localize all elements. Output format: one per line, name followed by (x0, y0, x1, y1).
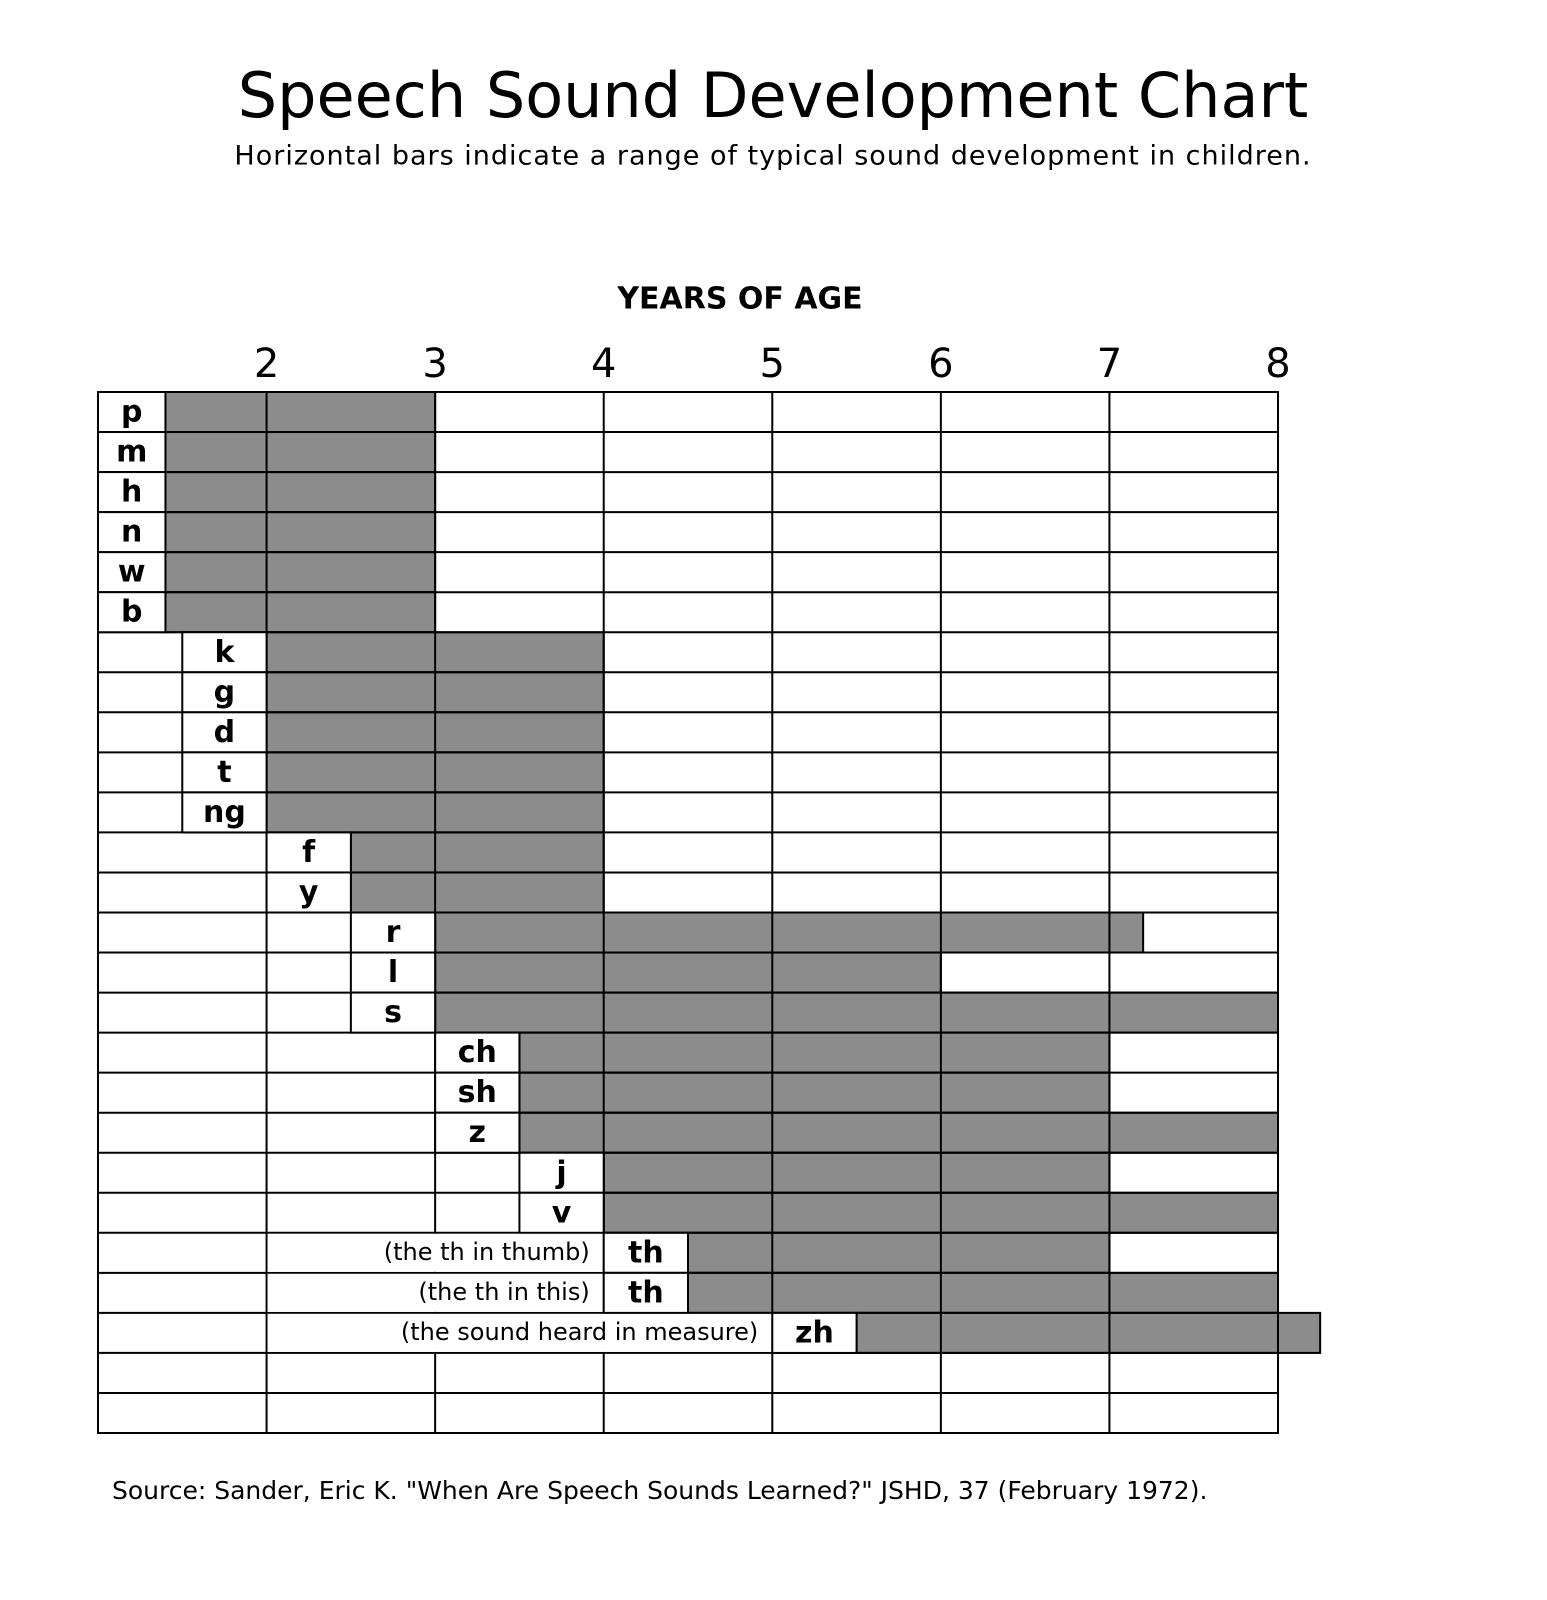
range-bar (349, 871, 605, 914)
y-tick-label: th (628, 1235, 664, 1270)
label-cell (97, 551, 167, 594)
y-tick-label: k (214, 635, 235, 670)
plot-border (97, 391, 1279, 1434)
y-tick-label: p (121, 395, 142, 430)
label-cell (181, 791, 268, 834)
range-bar (518, 1071, 1111, 1114)
y-tick-label: z (469, 1115, 486, 1150)
range-bar (602, 1151, 1111, 1194)
label-cell (181, 711, 268, 754)
x-axis-label: YEARS OF AGE (616, 282, 862, 317)
label-cell (97, 431, 167, 474)
y-tick-label: r (386, 915, 401, 950)
label-cell (181, 671, 268, 714)
y-tick-label: l (388, 955, 398, 990)
range-bar (164, 511, 437, 554)
label-cell (771, 1311, 858, 1354)
x-tick-label: 3 (422, 341, 447, 387)
annotation-cell (267, 1273, 603, 1312)
range-bar (164, 431, 437, 474)
y-tick-label: d (214, 715, 235, 750)
range-bar (164, 551, 437, 594)
x-tick-label: 6 (928, 341, 953, 387)
x-tick-label: 8 (1265, 341, 1290, 387)
range-bar (434, 911, 1145, 954)
range-bar (434, 991, 1279, 1034)
annotation: (the th in this) (418, 1278, 589, 1306)
y-tick-label: s (384, 995, 402, 1030)
y-tick-label: m (116, 435, 147, 470)
range-bar (518, 1111, 1279, 1154)
x-tick-label: 7 (1097, 341, 1122, 387)
x-tick-label: 2 (254, 341, 279, 387)
range-bar (164, 591, 437, 634)
range-bar (434, 951, 942, 994)
y-tick-label: f (302, 835, 316, 870)
y-tick-label: zh (795, 1315, 834, 1350)
y-tick-label: h (121, 475, 142, 510)
x-tick-label: 5 (760, 341, 785, 387)
range-bar (687, 1231, 1111, 1274)
y-tick-label: g (214, 675, 235, 710)
range-bar (518, 1031, 1111, 1074)
chart-title: Speech Sound Development Chart (238, 59, 1309, 132)
label-cell (97, 591, 167, 634)
label-cell (349, 911, 437, 954)
label-cell (265, 871, 352, 914)
label-cell (97, 471, 167, 514)
label-cell (349, 951, 437, 994)
range-bar (349, 831, 605, 874)
range-bar (164, 391, 437, 434)
y-tick-label: y (299, 875, 319, 910)
y-tick-label: w (118, 555, 146, 590)
range-bar (687, 1271, 1279, 1314)
y-tick-label: ch (458, 1035, 497, 1070)
annotation-cell (267, 1233, 603, 1272)
y-tick-label: sh (458, 1075, 497, 1110)
y-tick-label: b (121, 595, 142, 630)
x-tick-label: 4 (591, 341, 616, 387)
y-tick-label: v (552, 1195, 572, 1230)
label-cell (602, 1271, 690, 1314)
label-cell (434, 1111, 521, 1154)
y-tick-label: t (217, 755, 231, 790)
label-cell (349, 991, 437, 1034)
y-tick-label: n (121, 515, 142, 550)
y-tick-label: th (628, 1275, 664, 1310)
label-cell (181, 631, 268, 674)
source-note: Source: Sander, Eric K. "When Are Speech… (112, 1476, 1207, 1505)
y-tick-label: j (555, 1155, 566, 1190)
annotation: (the sound heard in measure) (401, 1318, 758, 1346)
annotation: (the th in thumb) (384, 1238, 590, 1266)
label-cell (434, 1031, 521, 1074)
range-bar (855, 1311, 1322, 1354)
range-bar (164, 471, 437, 514)
label-cell (518, 1191, 605, 1234)
annotation-cell (267, 1313, 772, 1352)
chart-subtitle: Horizontal bars indicate a range of typi… (234, 141, 1311, 172)
y-tick-label: ng (203, 795, 246, 830)
label-cell (518, 1151, 605, 1194)
